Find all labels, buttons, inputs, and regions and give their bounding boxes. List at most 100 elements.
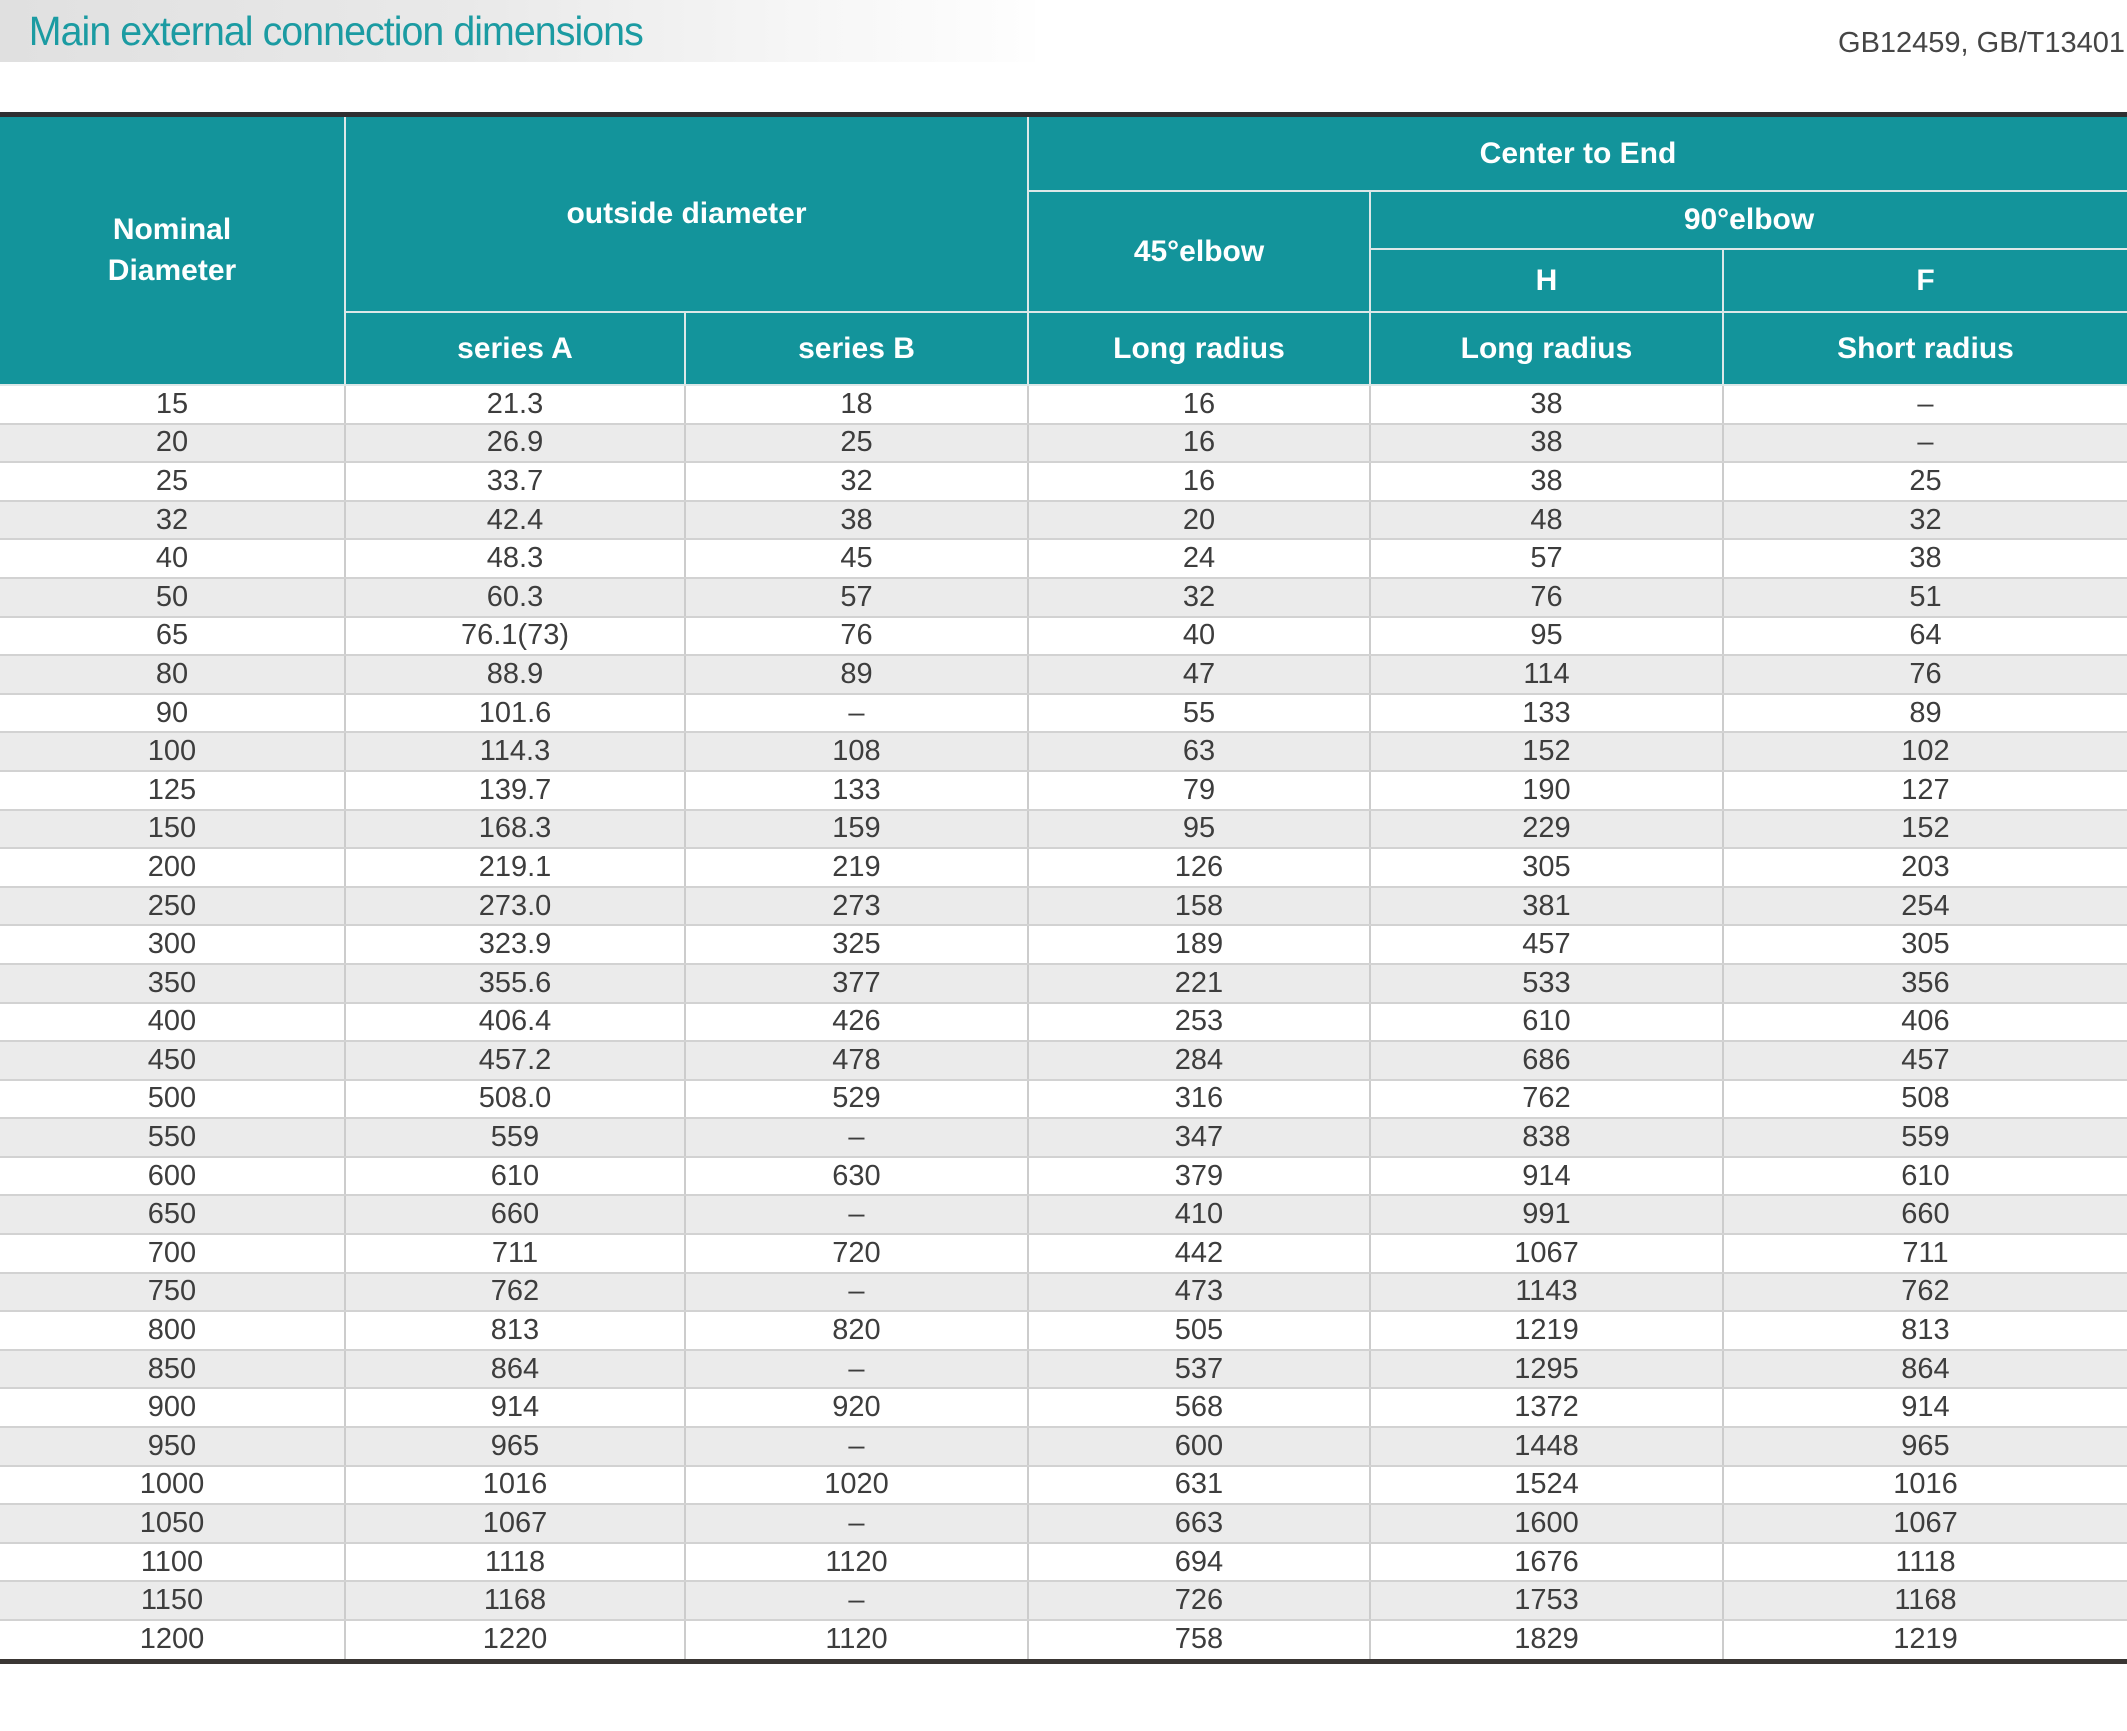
cell-r30-c5: 1118: [1723, 1542, 2127, 1583]
cell-r13-c3: 158: [1028, 886, 1371, 927]
cell-r0-c0: 15: [0, 385, 346, 425]
cell-r3-c3: 20: [1028, 500, 1371, 541]
cell-r10-c4: 190: [1370, 770, 1724, 811]
cell-r3-c4: 48: [1370, 500, 1724, 541]
table-row: 750 762–473 1143 762: [0, 1272, 2127, 1313]
cell-r3-c5: 32: [1723, 500, 2127, 541]
cell-r24-c4: 1219: [1370, 1311, 1724, 1351]
cell-r16-c4: 610: [1370, 1002, 1724, 1043]
cell-r15-c1: 355.6: [345, 963, 686, 1004]
cell-r0-c1: 21.3: [345, 385, 686, 425]
cell-r10-c2: 133: [685, 770, 1029, 811]
cell-r6-c3: 40: [1028, 616, 1371, 657]
cell-r23-c3: 473: [1028, 1272, 1371, 1313]
table-row: 80 88.9 89 47 114 76: [0, 655, 2127, 695]
header-f: F: [1723, 249, 2127, 313]
cell-r1-c2: 25: [685, 423, 1029, 464]
table-row: 15 21.3 18 16 38–: [0, 385, 2127, 425]
cell-r8-c0: 90: [0, 693, 346, 734]
cell-r31-c0: 1150: [0, 1581, 346, 1621]
cell-r0-c2: 18: [685, 385, 1029, 425]
cell-r10-c0: 125: [0, 770, 346, 811]
cell-r23-c5: 762: [1723, 1272, 2127, 1313]
cell-r22-c4: 1067: [1370, 1234, 1724, 1274]
table-row: 900 914 920 568 1372 914: [0, 1388, 2127, 1429]
table-row: 300 323.9 325 189 457 305: [0, 925, 2127, 965]
cell-r28-c4: 1524: [1370, 1465, 1724, 1506]
cell-r2-c5: 25: [1723, 462, 2127, 502]
cell-r7-c5: 76: [1723, 655, 2127, 695]
header-series-a: series A: [345, 312, 686, 386]
title-bar: Main external connection dimensions: [0, 0, 1035, 62]
cell-r5-c0: 50: [0, 577, 346, 618]
cell-r4-c5: 38: [1723, 539, 2127, 579]
cell-r31-c4: 1753: [1370, 1581, 1724, 1621]
cell-r3-c2: 38: [685, 500, 1029, 541]
cell-r25-c0: 850: [0, 1349, 346, 1390]
cell-r5-c5: 51: [1723, 577, 2127, 618]
cell-r20-c2: 630: [685, 1156, 1029, 1197]
cell-r11-c3: 95: [1028, 809, 1371, 850]
cell-r14-c2: 325: [685, 925, 1029, 965]
cell-r20-c3: 379: [1028, 1156, 1371, 1197]
cell-r2-c0: 25: [0, 462, 346, 502]
cell-r28-c3: 631: [1028, 1465, 1371, 1506]
cell-r16-c3: 253: [1028, 1002, 1371, 1043]
table-row: 400 406.4 426 253 610 406: [0, 1002, 2127, 1043]
cell-r11-c5: 152: [1723, 809, 2127, 850]
cell-r21-c4: 991: [1370, 1195, 1724, 1236]
cell-r30-c4: 1676: [1370, 1542, 1724, 1583]
cell-r22-c2: 720: [685, 1234, 1029, 1274]
table-row: 500 508.0 529 316 762 508: [0, 1079, 2127, 1120]
table-row: 600 610 630 379 914 610: [0, 1156, 2127, 1197]
dimensions-table-container: Nominal Diameter outside diameter Center…: [0, 112, 2127, 1664]
cell-r15-c3: 221: [1028, 963, 1371, 1004]
table-row: 150 168.3 159 95 229 152: [0, 809, 2127, 850]
cell-r5-c4: 76: [1370, 577, 1724, 618]
cell-r0-c5: –: [1723, 385, 2127, 425]
cell-r23-c2: –: [685, 1272, 1029, 1313]
cell-r8-c1: 101.6: [345, 693, 686, 734]
cell-r30-c1: 1118: [345, 1542, 686, 1583]
cell-r22-c1: 711: [345, 1234, 686, 1274]
table-row: 125 139.7 133 79 190 127: [0, 770, 2127, 811]
cell-r16-c5: 406: [1723, 1002, 2127, 1043]
cell-r15-c0: 350: [0, 963, 346, 1004]
cell-r12-c5: 203: [1723, 848, 2127, 888]
cell-r4-c4: 57: [1370, 539, 1724, 579]
cell-r27-c1: 965: [345, 1427, 686, 1467]
cell-r21-c0: 650: [0, 1195, 346, 1236]
cell-r11-c0: 150: [0, 809, 346, 850]
cell-r6-c5: 64: [1723, 616, 2127, 657]
cell-r12-c3: 126: [1028, 848, 1371, 888]
cell-r24-c1: 813: [345, 1311, 686, 1351]
table-row: 450 457.2 478 284 686 457: [0, 1041, 2127, 1081]
cell-r20-c1: 610: [345, 1156, 686, 1197]
table-row: 1100 1118 1120 694 1676 1118: [0, 1542, 2127, 1583]
table-row: 1200 1220 1120 758 1829 1219: [0, 1620, 2127, 1659]
cell-r23-c0: 750: [0, 1272, 346, 1313]
cell-r29-c1: 1067: [345, 1504, 686, 1544]
cell-r0-c3: 16: [1028, 385, 1371, 425]
cell-r13-c4: 381: [1370, 886, 1724, 927]
cell-r1-c3: 16: [1028, 423, 1371, 464]
cell-r24-c0: 800: [0, 1311, 346, 1351]
cell-r9-c5: 102: [1723, 732, 2127, 772]
cell-r15-c5: 356: [1723, 963, 2127, 1004]
cell-r18-c1: 508.0: [345, 1079, 686, 1120]
cell-r10-c1: 139.7: [345, 770, 686, 811]
cell-r19-c3: 347: [1028, 1118, 1371, 1158]
cell-r14-c4: 457: [1370, 925, 1724, 965]
cell-r29-c4: 1600: [1370, 1504, 1724, 1544]
cell-r24-c2: 820: [685, 1311, 1029, 1351]
table-row: 65 76.1(73) 76 40 95 64: [0, 616, 2127, 657]
header-45-elbow: 45°elbow: [1028, 191, 1371, 313]
cell-r0-c4: 38: [1370, 385, 1724, 425]
cell-r24-c5: 813: [1723, 1311, 2127, 1351]
cell-r21-c5: 660: [1723, 1195, 2127, 1236]
cell-r21-c2: –: [685, 1195, 1029, 1236]
table-row: 950 965–600 1448 965: [0, 1427, 2127, 1467]
cell-r22-c5: 711: [1723, 1234, 2127, 1274]
cell-r18-c2: 529: [685, 1079, 1029, 1120]
cell-r13-c0: 250: [0, 886, 346, 927]
